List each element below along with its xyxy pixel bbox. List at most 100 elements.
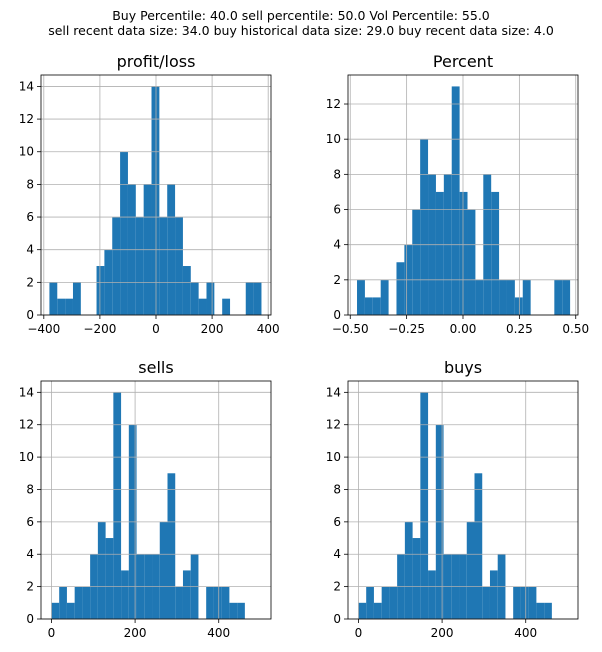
panel-title: sells bbox=[138, 358, 173, 377]
x-tick-label: 200 bbox=[124, 626, 147, 640]
histogram-bar bbox=[82, 586, 91, 619]
y-tick-label: 0 bbox=[26, 308, 34, 322]
y-tick-label: 2 bbox=[333, 273, 341, 287]
histogram-bar bbox=[229, 602, 238, 619]
y-tick-label: 12 bbox=[19, 418, 34, 432]
histogram-bar bbox=[554, 279, 563, 315]
y-tick-label: 6 bbox=[333, 203, 341, 217]
x-tick-label: 200 bbox=[431, 626, 454, 640]
histogram-bar bbox=[175, 586, 183, 619]
histogram-bar bbox=[74, 586, 83, 619]
y-tick-label: 8 bbox=[26, 482, 34, 496]
y-tick-label: 4 bbox=[333, 238, 341, 252]
histogram-bar bbox=[175, 217, 183, 315]
histogram-bar bbox=[198, 298, 207, 315]
bars-group bbox=[51, 392, 245, 619]
histogram-bar bbox=[105, 538, 114, 619]
histogram-bar bbox=[428, 570, 436, 619]
histogram-bar bbox=[245, 282, 254, 315]
histogram-bar bbox=[167, 473, 176, 619]
y-tick-label: 12 bbox=[326, 418, 341, 432]
y-tick-label: 10 bbox=[326, 450, 341, 464]
histogram-bar bbox=[112, 217, 121, 315]
histogram-bar bbox=[420, 139, 429, 315]
suptitle-line-1: Buy Percentile: 40.0 sell percentile: 50… bbox=[112, 8, 490, 23]
panel-title: Percent bbox=[433, 52, 493, 71]
histogram-bar bbox=[237, 602, 245, 619]
histogram-bar bbox=[366, 586, 374, 619]
histogram-bar bbox=[482, 586, 490, 619]
histogram-bar bbox=[475, 279, 484, 315]
y-tick-label: 6 bbox=[26, 515, 34, 529]
y-tick-label: 10 bbox=[19, 450, 34, 464]
x-tick-label: −0.25 bbox=[388, 322, 425, 336]
histogram-bar bbox=[97, 521, 106, 619]
bars-group bbox=[358, 392, 552, 619]
histogram-bar bbox=[513, 586, 521, 619]
histogram-bar bbox=[404, 521, 413, 619]
histogram-bar bbox=[528, 586, 537, 619]
axes-frame bbox=[347, 380, 579, 620]
panel-title: buys bbox=[444, 358, 482, 377]
histogram-bar bbox=[253, 282, 262, 315]
histogram-panel-2: −0.50 −0.25 0.00 0.25 0.50 0 2 4 6 8 10 12 Percent bbox=[326, 52, 589, 336]
histogram-bar bbox=[159, 217, 168, 315]
histogram-panel-3: 0 200 400 0 2 4 6 8 10 12 14 sells bbox=[19, 358, 272, 640]
histogram-bar bbox=[562, 279, 571, 315]
histogram-bar bbox=[120, 151, 128, 315]
histogram-bar bbox=[520, 586, 529, 619]
y-tick-label: 4 bbox=[26, 243, 34, 257]
histogram-bar bbox=[389, 586, 398, 619]
histogram-bar bbox=[536, 602, 545, 619]
y-tick-label: 2 bbox=[333, 580, 341, 594]
histogram-bar bbox=[72, 282, 81, 315]
histogram-bar bbox=[499, 279, 507, 315]
histogram-bar bbox=[206, 586, 214, 619]
y-tick-label: 14 bbox=[19, 79, 34, 93]
histogram-bar bbox=[412, 538, 421, 619]
x-tick-label: 0 bbox=[48, 626, 56, 640]
histogram-panel-1: −400 −200 0 200 400 0 2 4 6 8 10 12 14 profit/loss bbox=[19, 52, 280, 336]
y-tick-label: 6 bbox=[333, 515, 341, 529]
histogram-bar bbox=[474, 473, 483, 619]
histogram-bar bbox=[489, 570, 498, 619]
histogram-bar bbox=[59, 586, 67, 619]
x-tick-label: 0.00 bbox=[450, 322, 477, 336]
histogram-bar bbox=[182, 266, 191, 315]
y-tick-label: 4 bbox=[26, 547, 34, 561]
histogram-bar bbox=[544, 602, 552, 619]
y-tick-label: 8 bbox=[333, 167, 341, 181]
bars-group bbox=[357, 86, 571, 315]
y-tick-label: 8 bbox=[333, 482, 341, 496]
histogram-bar bbox=[151, 86, 160, 315]
figure-suptitle: Buy Percentile: 40.0 sell percentile: 50… bbox=[0, 8, 602, 38]
histogram-bar bbox=[522, 279, 531, 315]
histogram-bar bbox=[491, 191, 500, 315]
histogram-bar bbox=[381, 586, 390, 619]
histogram-bar bbox=[357, 279, 365, 315]
x-tick-label: 0 bbox=[355, 626, 363, 640]
y-tick-label: 14 bbox=[326, 385, 341, 399]
x-tick-label: 200 bbox=[201, 322, 224, 336]
histogram-bar bbox=[65, 298, 73, 315]
histogram-bar bbox=[213, 586, 222, 619]
histogram-bar bbox=[49, 282, 58, 315]
y-tick-label: 10 bbox=[326, 132, 341, 146]
y-tick-label: 14 bbox=[19, 385, 34, 399]
y-tick-label: 4 bbox=[333, 547, 341, 561]
y-tick-label: 12 bbox=[326, 97, 341, 111]
histogram-bar bbox=[113, 392, 122, 619]
y-tick-label: 2 bbox=[26, 580, 34, 594]
histogram-bar bbox=[206, 282, 215, 315]
histogram-bar bbox=[514, 297, 523, 315]
histogram-bar bbox=[506, 279, 515, 315]
histogram-bar bbox=[159, 521, 168, 619]
y-tick-label: 2 bbox=[26, 275, 34, 289]
histogram-bar bbox=[57, 298, 66, 315]
histogram-bar bbox=[467, 209, 476, 315]
histogram-bar bbox=[121, 570, 129, 619]
x-tick-label: 0 bbox=[152, 322, 160, 336]
histogram-bar bbox=[221, 586, 230, 619]
